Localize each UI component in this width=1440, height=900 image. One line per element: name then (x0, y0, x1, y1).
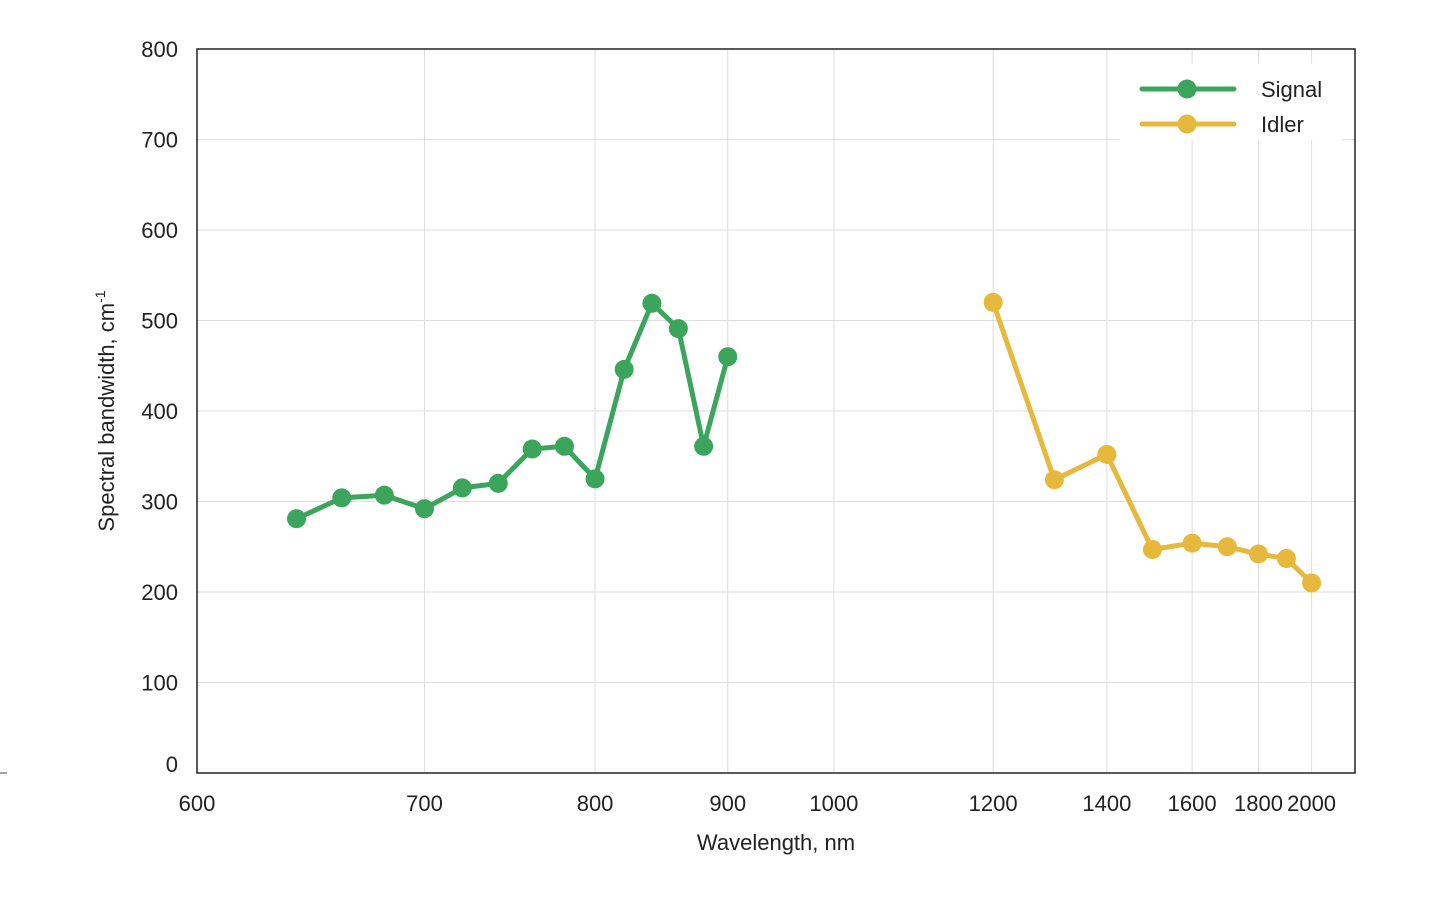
plot-frame (196, 48, 1356, 774)
x-axis-ticks: 600 700 800 900 1000 1200 1400 1600 1800 2000 (179, 791, 1336, 816)
x-tick-label: 1400 (1082, 791, 1131, 816)
idler-series (983, 292, 1322, 593)
y-tick-label: 100 (141, 671, 178, 696)
x-axis-title: Wavelength, nm (697, 830, 855, 855)
y-tick-label: 600 (141, 218, 178, 243)
signal-point (452, 478, 472, 498)
legend-item-idler: Idler (1139, 112, 1304, 137)
signal-point (522, 439, 542, 459)
y-tick-label: 200 (141, 580, 178, 605)
y-tick-label: 500 (141, 309, 178, 334)
signal-point (414, 499, 434, 519)
legend-label: Signal (1261, 77, 1322, 102)
legend-background (1120, 64, 1342, 140)
legend-label: Idler (1261, 112, 1304, 137)
series-layer (287, 292, 1322, 593)
grid-lines (197, 49, 1355, 773)
x-tick-label: 900 (709, 791, 746, 816)
x-tick-label: 800 (577, 791, 614, 816)
signal-point (585, 469, 605, 489)
y-tick-label: 300 (141, 490, 178, 515)
y-axis-title-text: Spectral bandwidth, cm (94, 303, 119, 532)
idler-point (1044, 470, 1064, 490)
legend: Signal Idler (1120, 64, 1342, 140)
signal-point (332, 488, 352, 508)
signal-point (642, 293, 662, 313)
idler-point (1182, 533, 1202, 553)
signal-point (614, 359, 634, 379)
signal-point (374, 485, 394, 505)
y-tick-label: 700 (141, 128, 178, 153)
idler-point (983, 292, 1003, 312)
x-tick-label: 600 (179, 791, 216, 816)
x-tick-label: 2000 (1287, 791, 1336, 816)
x-tick-label: 1000 (809, 791, 858, 816)
idler-point (1142, 539, 1162, 559)
x-tick-label: 1600 (1168, 791, 1217, 816)
idler-point (1097, 444, 1117, 464)
idler-point (1276, 549, 1296, 569)
signal-point (488, 473, 508, 493)
x-tick-label: 700 (406, 791, 443, 816)
signal-point (554, 436, 574, 456)
y-tick-label: 400 (141, 399, 178, 424)
legend-swatch-marker (1177, 114, 1197, 134)
signal-point (287, 509, 307, 529)
idler-point (1249, 544, 1268, 564)
signal-point (718, 347, 738, 367)
y-axis-title-superscript: -1 (92, 290, 108, 303)
x-tick-label: 1800 (1234, 791, 1283, 816)
y-axis-ticks: 0 100 200 300 400 500 600 700 800 (141, 37, 178, 777)
legend-swatch-marker (1177, 79, 1197, 99)
signal-point (694, 436, 714, 456)
y-tick-label: 0 (166, 752, 178, 777)
idler-point (1302, 573, 1322, 593)
signal-point (668, 319, 688, 339)
y-axis-title: Spectral bandwidth, cm-1 (92, 290, 119, 531)
x-tick-label: 1200 (969, 791, 1018, 816)
signal-series (287, 293, 738, 529)
idler-point (1217, 537, 1237, 557)
legend-item-signal: Signal (1139, 77, 1322, 102)
y-tick-label: 800 (141, 37, 178, 62)
